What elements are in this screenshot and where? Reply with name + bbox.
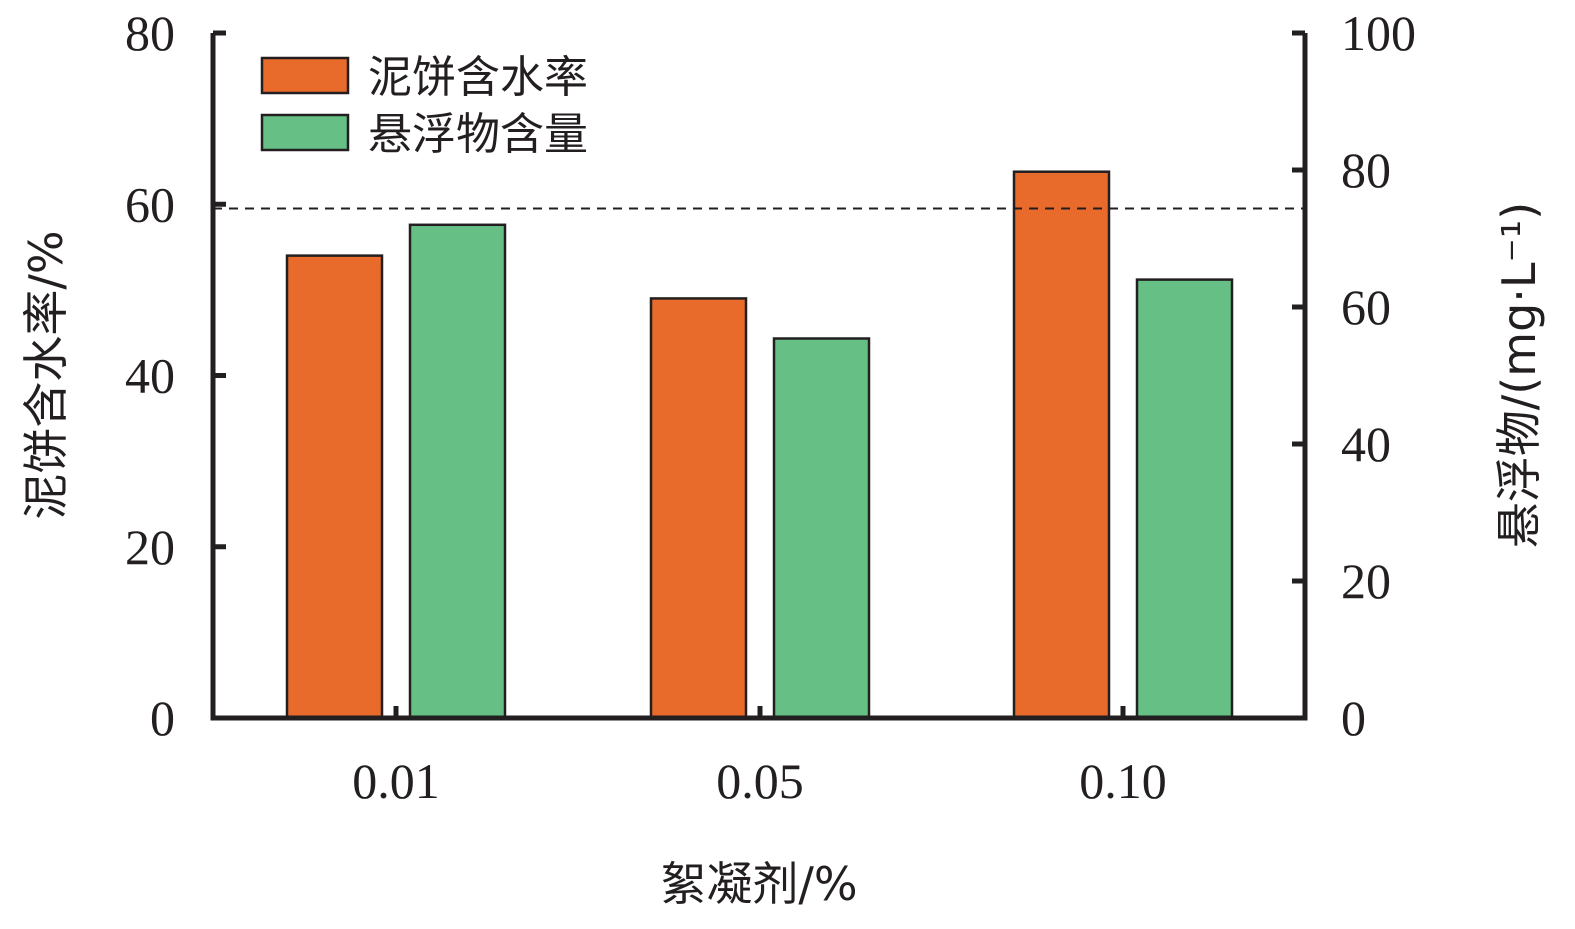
y-right-tick-label: 80 <box>1341 142 1391 198</box>
y-axis-right-title: 悬浮物/(mg·L⁻¹) <box>1492 202 1546 548</box>
bar-suspended-0.05 <box>772 337 871 720</box>
legend-swatch-moisture <box>260 56 350 95</box>
y-left-tick-label: 80 <box>125 5 175 61</box>
legend-label-moisture: 泥饼含水率 <box>368 52 588 103</box>
bar-moisture-0.05 <box>649 297 748 720</box>
y-right-tick-label: 40 <box>1341 416 1391 472</box>
legend-swatch-suspended <box>260 113 350 152</box>
bar-moisture-0.01 <box>285 254 384 720</box>
y-axis-left-title: 泥饼含水率/% <box>19 230 73 519</box>
y-right-tick-label: 20 <box>1341 553 1391 609</box>
legend: 泥饼含水率 悬浮物含量 <box>260 52 588 160</box>
x-tick-label: 0.05 <box>716 753 804 809</box>
x-tick-label: 0.10 <box>1079 753 1167 809</box>
bar-suspended-0.10 <box>1135 278 1234 720</box>
y-right-tick-label: 100 <box>1341 5 1416 61</box>
y-left-tick-label: 0 <box>150 690 175 746</box>
y-left-tick-label: 20 <box>125 519 175 575</box>
y-left-tick-label: 40 <box>125 348 175 404</box>
y-right-tick-label: 0 <box>1341 690 1366 746</box>
bar-suspended-0.01 <box>408 223 507 720</box>
y-left-tick-label: 60 <box>125 176 175 232</box>
ticks-layer: 0 20 40 60 80 0 20 40 60 80 100 0.01 0.05 0.10 <box>125 5 1416 809</box>
x-tick-label: 0.01 <box>352 753 440 809</box>
x-axis-title: 絮凝剂/% <box>660 857 857 911</box>
legend-label-suspended: 悬浮物含量 <box>368 109 588 160</box>
bars-layer <box>285 170 1234 720</box>
y-right-tick-label: 60 <box>1341 279 1391 335</box>
bar-moisture-0.10 <box>1012 170 1111 720</box>
